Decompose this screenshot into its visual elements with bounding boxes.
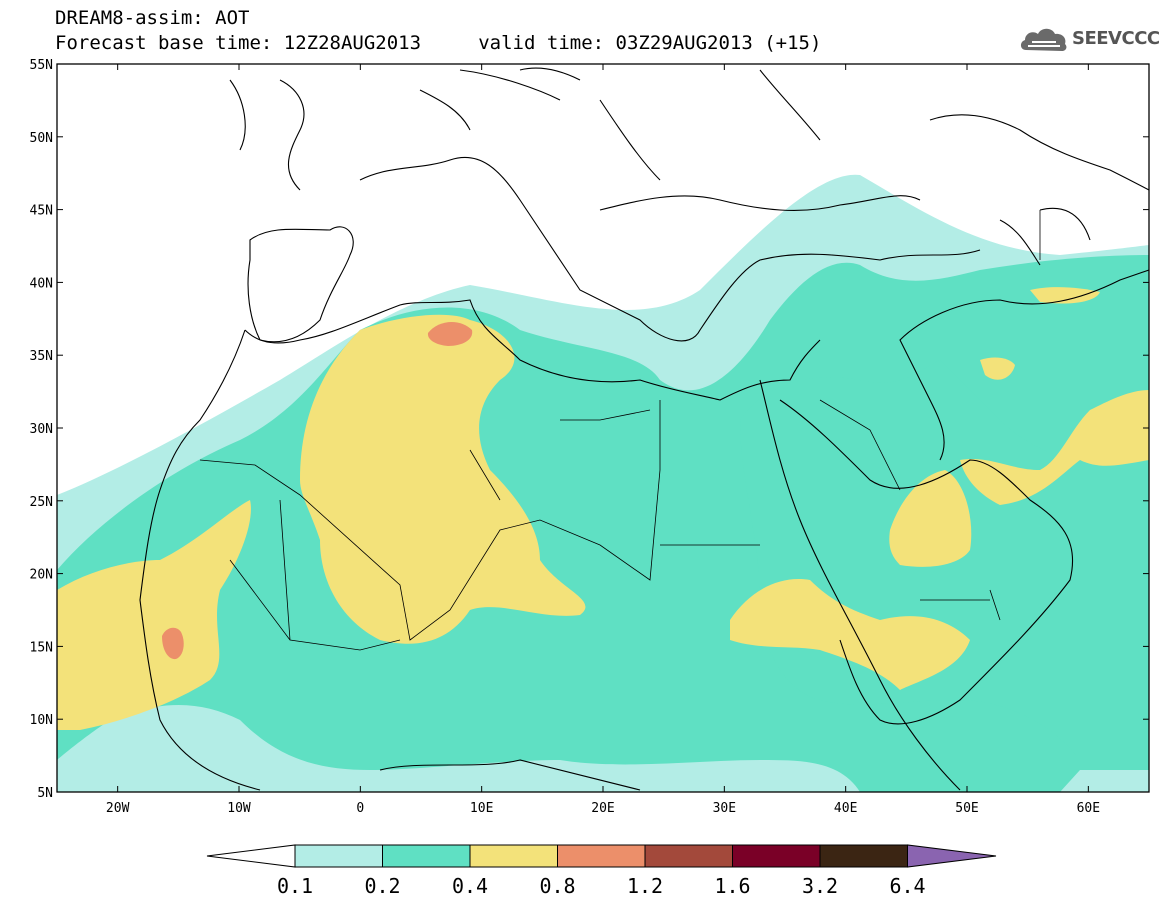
seevccc-logo: SEEVCCC <box>1018 24 1160 56</box>
lat-tick-label: 25N <box>30 495 53 510</box>
lat-tick-label: 15N <box>30 640 53 655</box>
lon-tick-label: 60E <box>1077 801 1100 816</box>
colorbar-level-label: 0.2 <box>364 874 400 898</box>
lon-tick-label: 10W <box>227 801 251 816</box>
lat-tick-label: 30N <box>30 422 53 437</box>
colorbar-box <box>469 844 558 868</box>
colorbar-lower-extension <box>206 844 296 868</box>
map-plot-area <box>56 63 1150 793</box>
lat-tick-label: 5N <box>37 786 53 801</box>
colorbar-level-label: 3.2 <box>802 874 838 898</box>
lat-tick-label: 45N <box>30 204 53 219</box>
colorbar-box <box>557 844 646 868</box>
map-frame <box>56 63 1150 793</box>
lat-tick-label: 40N <box>30 276 53 291</box>
logo-text: SEEVCCC <box>1072 28 1160 49</box>
latitude-axis: 55N 50N 45N 40N 35N 30N 25N 20N 15N 10N 5N <box>30 58 53 801</box>
lon-tick-label: 0 <box>356 801 364 816</box>
colorbar-level-label: 1.6 <box>714 874 750 898</box>
lat-tick-label: 55N <box>30 58 53 73</box>
colorbar-box <box>644 844 733 868</box>
colorbar-box <box>732 844 821 868</box>
country-borders <box>199 210 1041 651</box>
aot-layer-0.8-1.2 <box>162 322 473 660</box>
lon-tick-label: 10E <box>470 801 493 816</box>
colorbar-level-label: 6.4 <box>889 874 925 898</box>
colorbar-level-label: 0.8 <box>539 874 575 898</box>
title-line-2: Forecast base time: 12Z28AUG2013 valid t… <box>55 32 822 54</box>
title-line-1: DREAM8-assim: AOT <box>55 7 250 29</box>
colorbar-box <box>382 844 471 868</box>
colorbar-level-label: 0.1 <box>277 874 313 898</box>
colorbar-box <box>819 844 908 868</box>
lon-tick-label: 30E <box>713 801 736 816</box>
aot-layer-0.4-0.8 <box>57 287 1149 730</box>
longitude-axis: 20W 10W 0 10E 20E 30E 40E 50E 60E <box>106 801 1100 816</box>
lat-tick-label: 50N <box>30 131 53 146</box>
colorbar-level-label: 0.4 <box>452 874 488 898</box>
lon-tick-label: 20E <box>591 801 614 816</box>
coastlines <box>139 67 1150 791</box>
lon-tick-label: 50E <box>955 801 978 816</box>
lon-tick-label: 40E <box>834 801 857 816</box>
lat-tick-label: 10N <box>30 713 53 728</box>
colorbar-upper-extension <box>907 844 997 868</box>
lat-tick-label: 35N <box>30 349 53 364</box>
colorbar-box <box>294 844 383 868</box>
colorbar: 0.1 0.2 0.4 0.8 1.2 1.6 3.2 6.4 <box>206 844 997 898</box>
cloud-icon <box>1020 28 1067 51</box>
colorbar-level-label: 1.2 <box>627 874 663 898</box>
lon-tick-label: 20W <box>106 801 130 816</box>
lat-tick-label: 20N <box>30 568 53 583</box>
